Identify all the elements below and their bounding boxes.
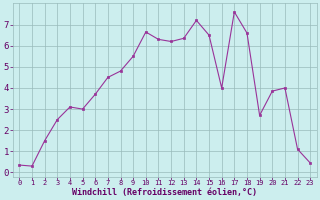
X-axis label: Windchill (Refroidissement éolien,°C): Windchill (Refroidissement éolien,°C): [72, 188, 257, 197]
